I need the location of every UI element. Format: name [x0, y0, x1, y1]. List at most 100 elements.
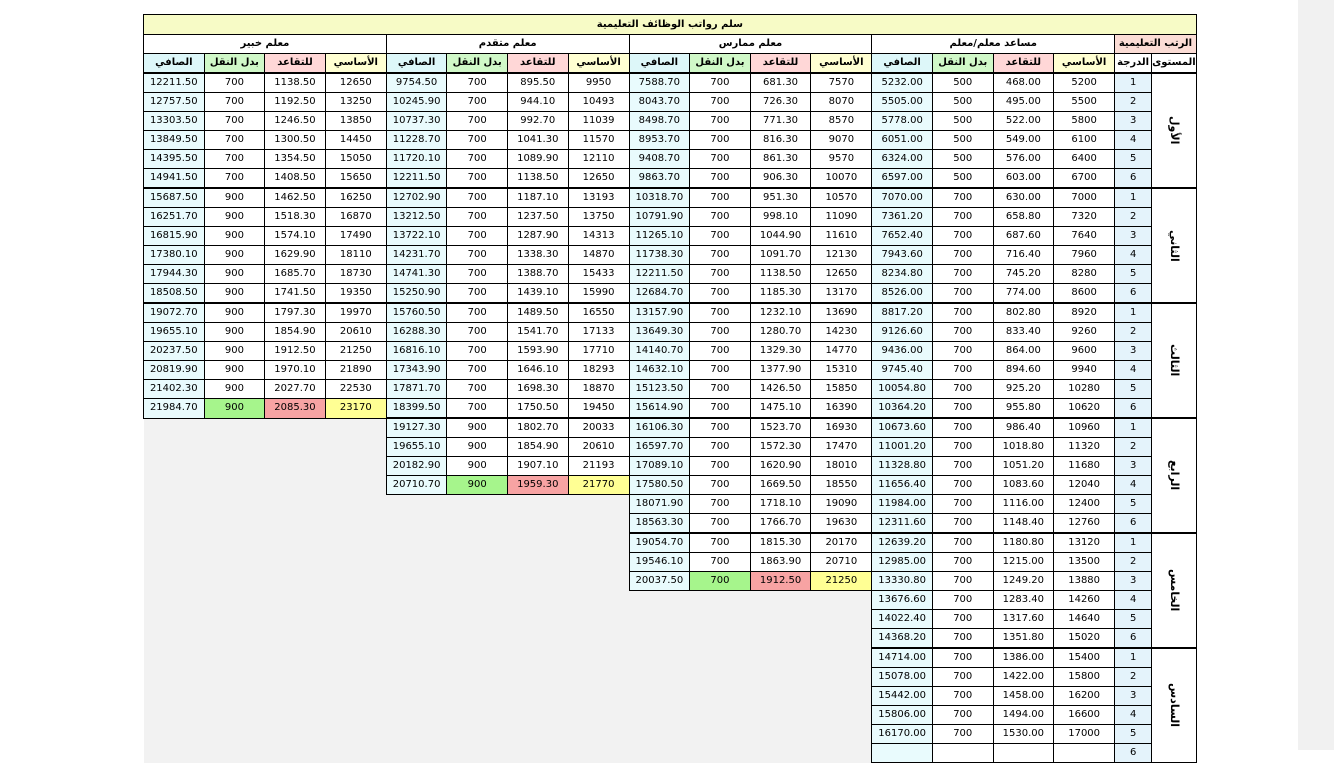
retirement-deduction-cell: 771.30 [749, 111, 812, 131]
salary-scale-table: سلم رواتب الوظائف التعليمية معلم خبير معلم… [143, 14, 1197, 763]
transport-allowance-cell: 700 [931, 379, 994, 399]
basic-salary-cell: 20170 [810, 532, 873, 553]
basic-salary-cell: 19450 [567, 398, 630, 419]
scrollbar-track[interactable] [1298, 0, 1334, 750]
retirement-deduction-cell: 1377.90 [749, 360, 812, 380]
empty-cell [143, 686, 205, 706]
empty-cell [507, 724, 569, 744]
empty-cell [264, 609, 326, 629]
level-label: الأول [1151, 72, 1197, 189]
retirement-deduction-cell: 1354.50 [264, 149, 326, 169]
basic-salary-cell: 11320 [1053, 437, 1116, 457]
empty-cell [143, 609, 205, 629]
transport-allowance-cell: 700 [689, 245, 751, 265]
empty-cell [507, 571, 569, 591]
basic-salary-cell: 21250 [810, 571, 873, 591]
transport-allowance-cell: 700 [446, 283, 508, 304]
retirement-deduction-cell: 774.00 [992, 283, 1055, 304]
empty-cell [568, 648, 630, 668]
net-salary-cell: 9754.50 [385, 72, 448, 93]
net-salary-cell: 12311.60 [871, 513, 933, 534]
subheader-transport: بدل النقل [203, 53, 266, 74]
retirement-deduction-cell: 1329.30 [749, 341, 812, 361]
empty-cell [386, 533, 447, 553]
retirement-deduction-cell: 495.00 [992, 92, 1055, 112]
retirement-deduction-cell: 1148.40 [992, 513, 1055, 534]
empty-cell [264, 552, 326, 572]
transport-allowance-cell: 700 [931, 341, 994, 361]
empty-cell [143, 571, 205, 591]
empty-cell [204, 475, 265, 495]
transport-allowance-cell: 700 [689, 571, 751, 591]
transport-allowance-cell: 900 [203, 283, 266, 304]
net-salary-cell: 12211.50 [385, 168, 448, 189]
empty-cell [386, 648, 447, 668]
retirement-deduction-cell: 549.00 [992, 130, 1055, 150]
basic-salary-cell: 9600 [1053, 341, 1116, 361]
empty-cell [386, 743, 447, 763]
degree-cell: 4 [1114, 130, 1153, 150]
retirement-deduction-cell: 1051.20 [992, 456, 1055, 476]
retirement-deduction-cell: 1388.70 [506, 264, 569, 284]
net-salary-cell: 19546.10 [628, 552, 691, 572]
retirement-deduction-cell: 802.80 [992, 302, 1055, 323]
empty-cell [568, 494, 630, 514]
retirement-deduction-cell: 716.40 [992, 245, 1055, 265]
transport-allowance-cell: 700 [931, 686, 994, 706]
net-salary-cell: 20037.50 [628, 571, 691, 591]
net-salary-cell: 21402.30 [143, 379, 205, 399]
retirement-deduction-cell: 745.20 [992, 264, 1055, 284]
basic-salary-cell: 12760 [1053, 513, 1116, 534]
transport-allowance-cell: 900 [446, 417, 508, 438]
empty-cell [143, 648, 205, 668]
basic-salary-cell: 13250 [324, 92, 387, 112]
net-salary-cell: 7943.60 [871, 245, 933, 265]
level-label: الرابع [1151, 417, 1197, 534]
subheader-retire: للتقاعد [506, 53, 569, 74]
retirement-deduction-cell: 1854.90 [506, 437, 569, 457]
transport-allowance-cell: 700 [931, 264, 994, 284]
transport-allowance-cell: 700 [931, 494, 994, 514]
retirement-deduction-cell: 681.30 [749, 72, 812, 93]
transport-allowance-cell: 700 [931, 475, 994, 495]
empty-cell [204, 724, 265, 744]
net-salary-cell: 17089.10 [628, 456, 691, 476]
degree-cell: 3 [1114, 226, 1153, 246]
empty-cell [325, 552, 387, 572]
transport-allowance-cell: 900 [203, 245, 266, 265]
empty-cell [264, 571, 326, 591]
empty-cell [386, 571, 447, 591]
transport-allowance-cell: 700 [203, 111, 266, 131]
basic-salary-cell: 7570 [810, 72, 873, 93]
net-salary-cell: 9126.60 [871, 322, 933, 342]
transport-allowance-cell: 700 [931, 207, 994, 227]
basic-salary-cell: 20610 [567, 437, 630, 457]
retirement-deduction-cell: 1185.30 [749, 283, 812, 304]
net-salary-cell: 12702.90 [385, 187, 448, 208]
net-salary-cell: 6051.00 [871, 130, 933, 150]
retirement-deduction-cell [992, 743, 1055, 763]
subheader-retire: للتقاعد [749, 53, 812, 74]
empty-cell [204, 590, 265, 610]
net-salary-cell: 11001.20 [871, 437, 933, 457]
transport-allowance-cell: 900 [446, 475, 508, 495]
empty-cell [750, 609, 811, 629]
empty-cell [204, 418, 265, 438]
rank-header: الرتب التعليمية [1114, 34, 1197, 54]
transport-allowance-cell: 700 [689, 92, 751, 112]
basic-salary-cell: 20710 [810, 552, 873, 572]
retirement-deduction-cell: 1572.30 [749, 437, 812, 457]
basic-salary-cell: 14770 [810, 341, 873, 361]
retirement-deduction-cell: 1523.70 [749, 417, 812, 438]
transport-allowance-cell: 700 [446, 341, 508, 361]
retirement-deduction-cell: 576.00 [992, 149, 1055, 169]
empty-cell [204, 494, 265, 514]
degree-cell: 2 [1114, 207, 1153, 227]
subheader-basic: الأساسي [1053, 53, 1116, 74]
net-salary-cell: 15806.00 [871, 705, 933, 725]
degree-cell: 4 [1114, 590, 1153, 610]
net-salary-cell: 20182.90 [385, 456, 448, 476]
empty-cell [629, 724, 690, 744]
transport-allowance-cell: 700 [689, 302, 751, 323]
transport-allowance-cell: 700 [446, 264, 508, 284]
